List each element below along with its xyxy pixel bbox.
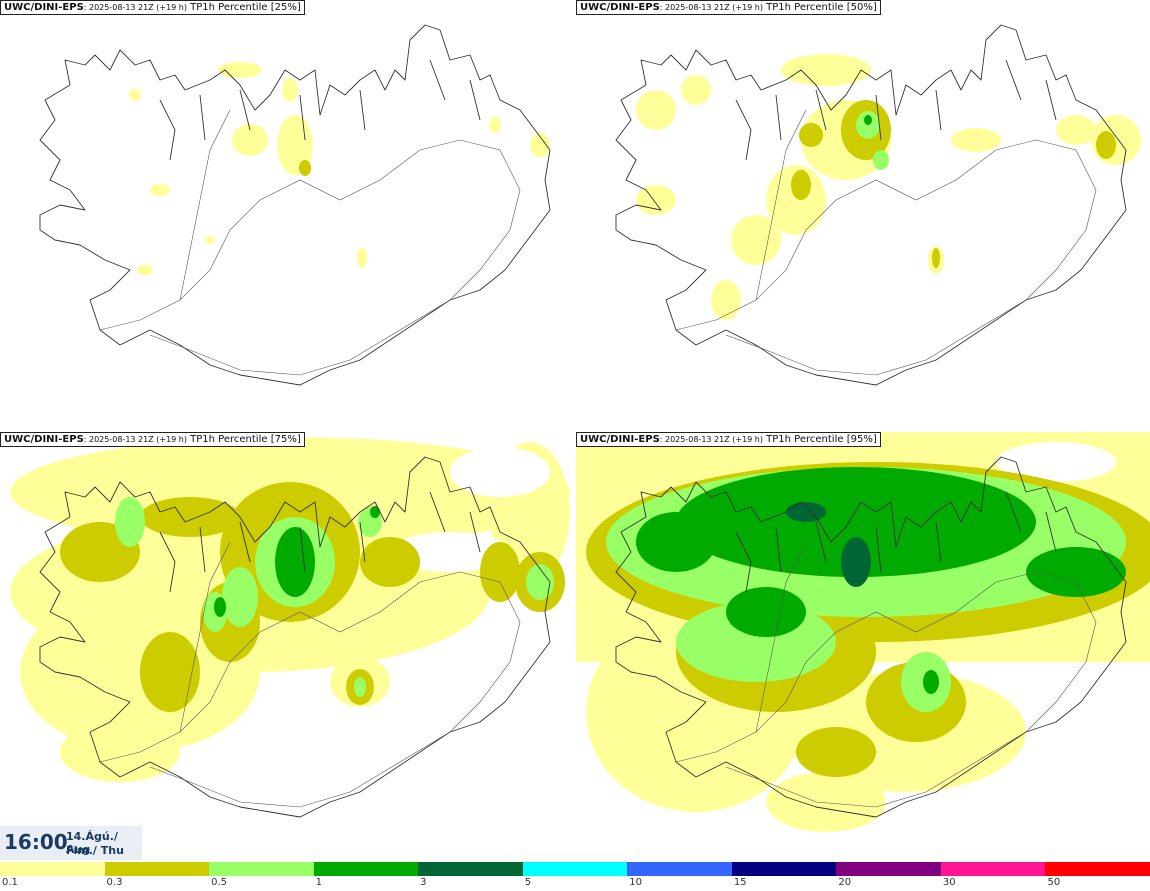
colorbar-segment	[836, 862, 942, 876]
precip-areas	[129, 62, 550, 275]
roads	[99, 109, 521, 376]
valid-time: 16:00	[4, 830, 68, 854]
iceland-map-p50	[615, 24, 1141, 386]
map-panel-p95: UWC/DINI-EPS: 2025-08-13 21Z (+19 h) TP1…	[576, 432, 1150, 862]
panel-divider	[574, 0, 576, 860]
coastline	[615, 456, 1127, 818]
iceland-map-p25	[39, 24, 551, 386]
colorbar-tick-label: 0.1	[2, 877, 18, 888]
colorbar-tick-label: 1	[315, 877, 322, 888]
map-panel-p25: UWC/DINI-EPS: 2025-08-13 21Z (+19 h) TP1…	[0, 0, 574, 430]
colorbar-tick-label: 30	[942, 877, 956, 888]
colorbar-segment	[627, 862, 733, 876]
colorbar-segment	[1045, 862, 1150, 876]
precip-colorbar: 0.1 0.3 0.5 1 3 5 10 15 20 30 50	[0, 862, 1150, 891]
colorbar-segment	[313, 862, 419, 876]
colorbar-segment	[0, 862, 106, 876]
panel-title: UWC/DINI-EPS: 2025-08-13 21Z (+19 h) TP1…	[576, 432, 881, 447]
colorbar-segment	[940, 862, 1046, 876]
coastline	[615, 24, 1127, 386]
panel-title: UWC/DINI-EPS: 2025-08-13 21Z (+19 h) TP1…	[576, 0, 881, 15]
valid-weekday: Fim./ Thu	[66, 844, 124, 857]
valid-time-box: 16:00 14.Ágú./ Aug Fim./ Thu	[0, 826, 142, 860]
panel-title: UWC/DINI-EPS: 2025-08-13 21Z (+19 h) TP1…	[0, 0, 305, 15]
valid-date: 14.Ágú./ Aug	[66, 830, 118, 856]
colorbar-tick-label: 15	[733, 877, 747, 888]
colorbar-tick-label: 3	[420, 877, 427, 888]
colorbar-segment	[731, 862, 837, 876]
iceland-map-p95	[576, 432, 1150, 832]
colorbar-tick-label: 10	[629, 877, 642, 888]
precip-areas-moderate	[299, 160, 311, 176]
colorbar-tick-label: 5	[524, 877, 532, 888]
precip-areas-green	[214, 506, 380, 617]
colorbar-tick-label: 0.5	[211, 877, 227, 888]
precip-areas-green	[864, 115, 872, 125]
precip-areas	[636, 54, 1141, 320]
colorbar-segment	[104, 862, 210, 876]
colorbar-segment	[209, 862, 315, 876]
colorbar-segment	[418, 862, 524, 876]
roads	[675, 109, 1097, 376]
colorbar-segment	[522, 862, 628, 876]
iceland-map-p75	[10, 437, 570, 818]
precip-areas-green	[636, 467, 1126, 694]
roads	[99, 541, 521, 808]
panel-title: UWC/DINI-EPS: 2025-08-13 21Z (+19 h) TP1…	[0, 432, 305, 447]
colorbar-tick-label: 50	[1047, 877, 1061, 888]
coastline	[39, 456, 551, 818]
colorbar-tick-label: 0.3	[106, 877, 123, 888]
coastline	[39, 24, 551, 386]
map-panel-p75: UWC/DINI-EPS: 2025-08-13 21Z (+19 h) TP1…	[0, 432, 574, 862]
roads	[675, 541, 1097, 808]
colorbar-tick-label: 20	[838, 877, 852, 888]
map-panel-p50: UWC/DINI-EPS: 2025-08-13 21Z (+19 h) TP1…	[576, 0, 1150, 430]
